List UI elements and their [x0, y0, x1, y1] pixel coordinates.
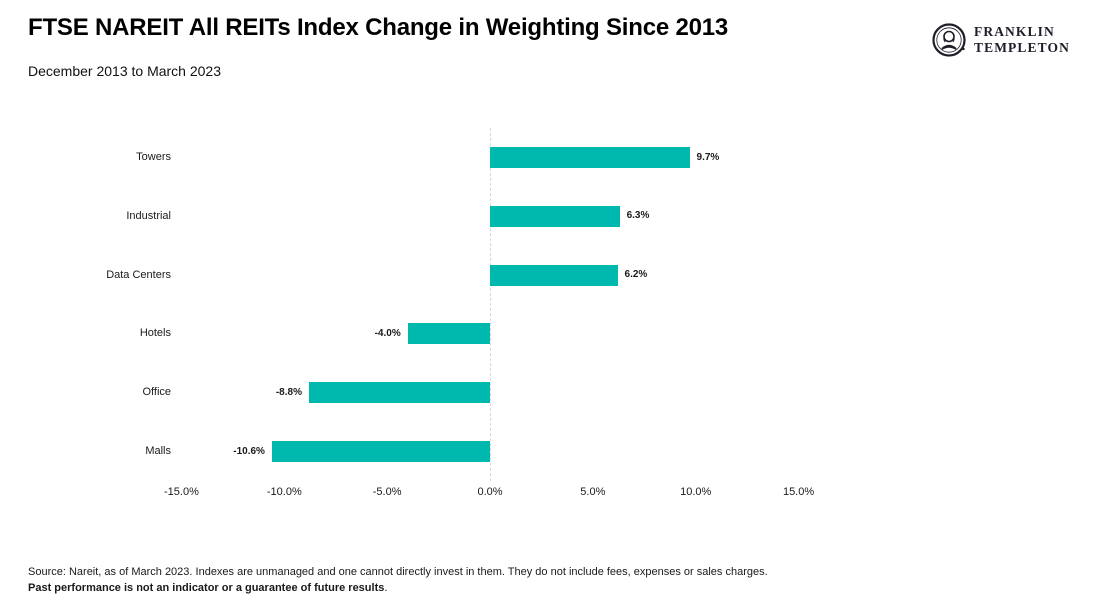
page-title: FTSE NAREIT All REITs Index Change in We…	[28, 14, 729, 41]
source-note: Source: Nareit, as of March 2023. Indexe…	[28, 566, 768, 578]
bar	[490, 205, 620, 227]
logo-line1: FRANKLIN	[974, 23, 1055, 39]
category-label: Office	[142, 386, 171, 399]
disclaimer-bold-text: Past performance is not an indicator or …	[28, 582, 385, 594]
bar	[490, 264, 618, 286]
category-label: Malls	[145, 445, 171, 457]
bar	[407, 323, 490, 345]
x-tick-label: 10.0%	[680, 486, 712, 498]
bar-value-label: 6.3%	[626, 210, 650, 222]
x-tick-label: 5.0%	[580, 486, 606, 498]
franklin-templeton-logo: FRANKLIN TEMPLETON	[931, 22, 1070, 58]
logo-line2: TEMPLETON	[974, 40, 1070, 55]
bar	[271, 441, 490, 462]
bar	[308, 382, 490, 404]
category-label: Hotels	[139, 327, 171, 340]
category-label: Industrial	[126, 209, 171, 222]
bar-value-label: 9.7%	[696, 151, 720, 163]
bar-value-label: -4.0%	[374, 327, 401, 339]
category-label: Data Centers	[106, 268, 171, 281]
bar-value-label: -10.6%	[233, 445, 265, 457]
page-subtitle: December 2013 to March 2023	[28, 63, 221, 79]
x-tick-label: -10.0%	[266, 486, 302, 498]
zero-axis-line	[489, 128, 491, 481]
category-label: Towers	[136, 151, 171, 163]
x-tick-label: -5.0%	[372, 486, 402, 498]
bar-value-label: -8.8%	[275, 386, 302, 398]
x-tick-label: 15.0%	[782, 486, 815, 498]
logo-wordmark: FRANKLIN TEMPLETON	[974, 24, 1070, 56]
x-tick-label: 0.0%	[477, 486, 503, 498]
franklin-head-icon	[931, 22, 967, 58]
disclaimer: Past performance is not an indicator or …	[28, 582, 387, 594]
bar-value-label: 6.2%	[624, 269, 648, 281]
bar	[490, 147, 690, 168]
x-tick-label: -15.0%	[164, 486, 199, 498]
disclaimer-suffix: .	[384, 582, 388, 594]
